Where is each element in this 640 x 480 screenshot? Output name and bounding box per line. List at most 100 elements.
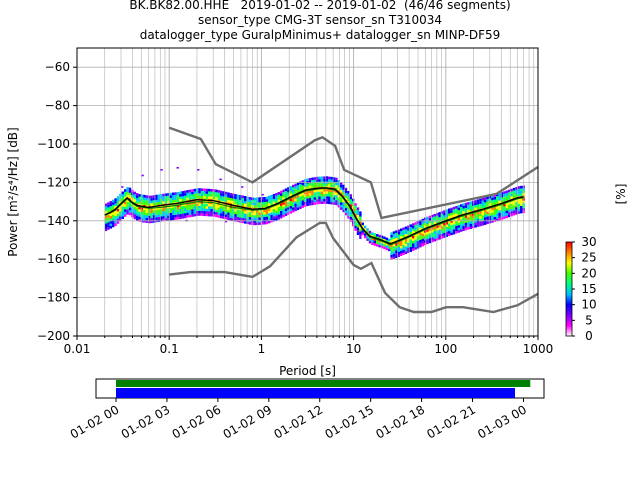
psd-bin (368, 233, 372, 236)
psd-bin (272, 208, 276, 212)
psd-bin (311, 195, 314, 198)
psd-bin (167, 215, 170, 219)
psd-bin (260, 217, 264, 220)
psd-bin (203, 213, 206, 217)
psd-bin (222, 198, 225, 202)
psd-bin (472, 225, 475, 229)
psd-bin (181, 213, 184, 217)
psd-bin (107, 217, 110, 220)
psd-bin (467, 202, 470, 205)
psd-bin (222, 208, 225, 212)
psd-bin (284, 188, 288, 191)
psd-bin (479, 218, 482, 222)
psd-bin (143, 197, 146, 200)
psd-bin (431, 239, 434, 243)
psd-bin (169, 217, 172, 221)
psd-bin (349, 214, 352, 217)
psd-bin (496, 196, 499, 199)
psd-bin (356, 212, 360, 215)
psd-bin (133, 201, 136, 205)
psd-bin (392, 238, 396, 242)
psd-bin (445, 214, 448, 217)
psd-bin (174, 214, 177, 218)
psd-bin (318, 176, 321, 180)
psd-bin (376, 234, 379, 237)
psd-bin (140, 202, 144, 205)
psd-bin (508, 207, 511, 210)
psd-bin (371, 232, 374, 235)
psd-bin (443, 232, 446, 236)
psd-bin (217, 205, 220, 208)
psd-bin (419, 237, 422, 240)
psd-bin (258, 209, 261, 213)
psd-bin (491, 210, 494, 213)
psd-bin (443, 222, 446, 226)
psd-bin (282, 192, 285, 195)
psd-bin (174, 199, 177, 203)
psd-bin (136, 200, 139, 204)
psd-bin (248, 209, 252, 213)
psd-bin (167, 195, 170, 199)
psd-bin (515, 192, 518, 195)
psd-bin (186, 197, 189, 201)
psd-bin (354, 218, 357, 221)
psd-bin (124, 196, 127, 200)
psd-bin (347, 201, 350, 204)
psd-bin (145, 202, 148, 206)
psd-bin (193, 191, 196, 194)
psd-outlier-bin (197, 169, 200, 171)
psd-bin (380, 245, 384, 249)
psd-bin (260, 222, 264, 225)
psd-bin (347, 208, 350, 212)
psd-bin (344, 190, 348, 193)
psd-bin (176, 196, 180, 200)
psd-bin (517, 211, 520, 214)
psd-bin (124, 214, 127, 217)
psd-bin (500, 199, 504, 203)
colorbar-tick-label: 25 (581, 251, 596, 265)
psd-bin (203, 203, 206, 207)
psd-bin (217, 192, 220, 196)
psd-bin (457, 220, 460, 223)
psd-bin (244, 213, 247, 217)
psd-bin (181, 211, 184, 214)
psd-bin (270, 207, 273, 210)
psd-bin (253, 205, 256, 208)
psd-bin (289, 193, 292, 197)
psd-bin (148, 215, 151, 219)
psd-bin (344, 205, 348, 208)
psd-bin (445, 231, 448, 235)
psd-bin (486, 221, 489, 225)
psd-bin (330, 189, 333, 192)
psd-bin (438, 229, 441, 233)
psd-bin (107, 222, 110, 225)
psd-bin (239, 200, 242, 203)
psd-bin (181, 198, 184, 202)
timeline-tick-label: 01-02 09 (221, 402, 275, 441)
psd-bin (124, 209, 127, 212)
psd-bin (258, 214, 261, 218)
psd-bin (402, 244, 405, 248)
psd-bin (371, 242, 374, 245)
psd-bin (402, 234, 405, 238)
psd-bin (287, 194, 290, 198)
psd-bin (186, 190, 189, 193)
psd-bin (188, 214, 192, 218)
psd-bin (184, 193, 187, 196)
psd-bin (510, 203, 513, 207)
psd-bin (515, 204, 518, 208)
psd-bin (236, 194, 240, 198)
psd-bin (383, 239, 386, 242)
psd-bin (354, 213, 357, 216)
psd-bin (347, 213, 350, 217)
psd-bin (496, 218, 499, 222)
psd-bin (107, 202, 110, 205)
psd-bin (486, 211, 489, 215)
psd-bin (486, 209, 489, 212)
psd-bin (145, 210, 148, 213)
psd-bin (392, 233, 396, 237)
psd-bin (472, 215, 475, 219)
psd-bin (212, 196, 216, 200)
psd-bin (349, 216, 352, 220)
psd-bin (227, 209, 230, 213)
